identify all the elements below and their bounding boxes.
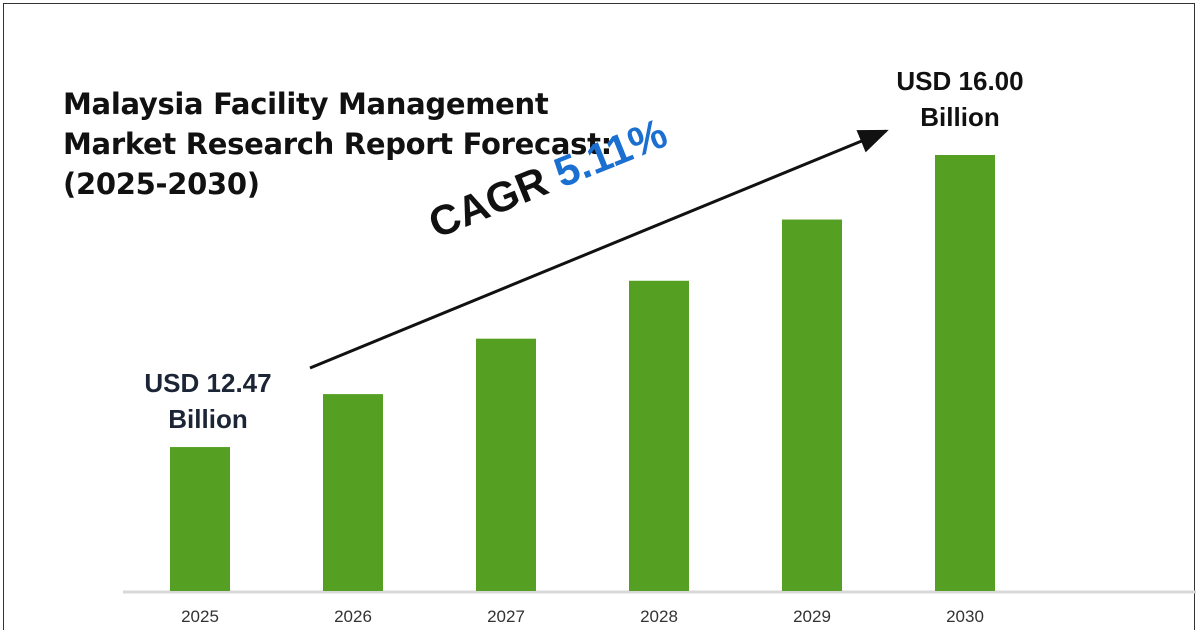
x-tick-label: 2027 [487, 607, 525, 626]
start-value-label: USD 12.47 Billion [118, 365, 298, 437]
bar-2026 [323, 394, 383, 591]
bar-2030 [935, 155, 995, 591]
end-unit: Billion [920, 102, 1000, 132]
x-tick-label: 2026 [334, 607, 372, 626]
x-tick-label: 2028 [640, 607, 678, 626]
x-tick-label: 2025 [181, 607, 219, 626]
bar-2025 [170, 447, 230, 591]
bar-2028 [629, 280, 689, 591]
cagr-arrow [309, 129, 889, 370]
x-tick-label: 2029 [793, 607, 831, 626]
chart-title: Malaysia Facility Management Market Rese… [63, 87, 612, 201]
bar-2029 [782, 219, 842, 591]
bar-2027 [476, 338, 536, 591]
frame-border [3, 3, 1195, 630]
start-unit: Billion [168, 404, 248, 434]
start-value: USD 12.47 [144, 368, 272, 398]
end-value-label: USD 16.00 Billion [870, 63, 1050, 135]
x-tick-label: 2030 [946, 607, 984, 626]
end-value: USD 16.00 [896, 66, 1024, 96]
